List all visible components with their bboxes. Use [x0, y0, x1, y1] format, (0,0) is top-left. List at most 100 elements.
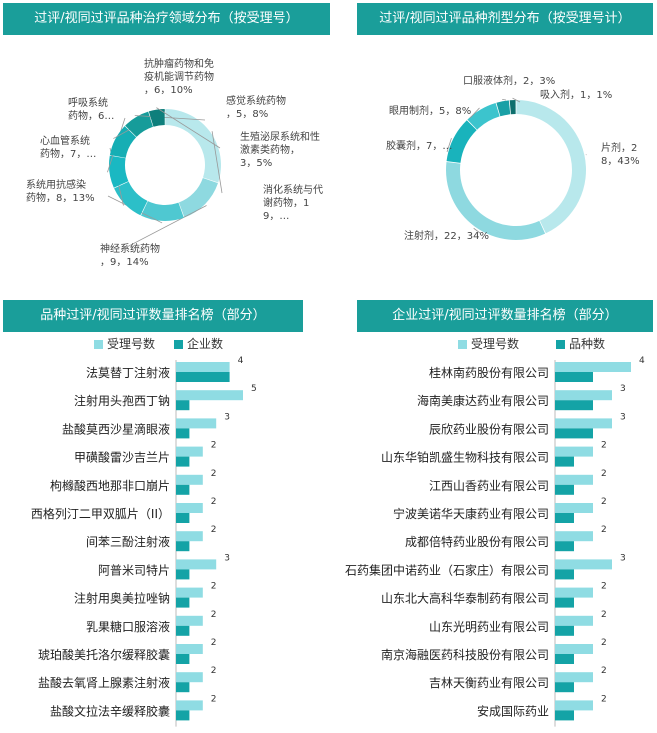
bar-series-2: [555, 625, 574, 636]
category-label: 乳果糖口服溶液: [86, 619, 170, 634]
data-label: 2: [211, 525, 217, 535]
slice-label: 系统用抗感染药物，8，13%: [26, 178, 95, 204]
category-label: 宁波美诺华天康药业有限公司: [393, 506, 549, 521]
slice-label: 生殖泌尿系统和性激素类药物， 3，5%: [240, 130, 320, 169]
pie-slice: [446, 161, 546, 240]
category-label: 山东光明药业有限公司: [429, 620, 549, 634]
pie-slice: [141, 201, 184, 221]
pie-slice: [467, 103, 500, 130]
chart-2-title: 过评/视同过评品种剂型分布（按受理号计）: [357, 3, 653, 35]
slice-label: 呼吸系统药物，6…: [68, 96, 114, 122]
leader-line: [156, 107, 221, 149]
slice-label: 片剂，2 8，43%: [601, 141, 640, 167]
bar-series-1: [555, 531, 593, 542]
legend-label: 受理号数: [107, 336, 155, 351]
pie-slice: [509, 100, 516, 115]
bar-series-2: [555, 597, 574, 608]
category-label: 盐酸去氧肾上腺素注射液: [38, 675, 170, 690]
bar-series-1: [555, 474, 593, 485]
category-label: 南京海融医药科技股份有限公司: [381, 647, 549, 662]
donut-chart-therapeutic-area: 消化系统与代谢药物，1 9，… 神经系统药物，9，14% 系统用抗感染药物，8，13%…: [26, 57, 323, 268]
bar-series-2: [555, 372, 593, 382]
data-label: 2: [601, 694, 607, 704]
slice-label: 抗肿瘤药物和免疫机能调节药物，6，10%: [144, 57, 214, 96]
data-label: 2: [211, 497, 217, 507]
bar-series-1: [176, 362, 230, 372]
legend-swatch: [556, 340, 565, 349]
data-label: 4: [639, 356, 645, 366]
category-label: 山东北大高科华泰制药有限公司: [381, 591, 549, 606]
data-label: 2: [601, 582, 607, 592]
data-label: 2: [211, 582, 217, 592]
category-label: 盐酸文拉法辛缓释胶囊: [50, 703, 170, 718]
bar-series-2: [555, 654, 574, 664]
bar-series-1: [176, 418, 217, 429]
data-label: 2: [601, 441, 607, 451]
bar-series-2: [176, 513, 190, 523]
bar-series-1: [555, 587, 593, 598]
category-label: 江西山香药业有限公司: [429, 479, 549, 493]
pie-slice: [446, 120, 477, 163]
bar-series-2: [176, 428, 190, 439]
bar-series-1: [176, 644, 203, 654]
bar-series-1: [176, 587, 203, 598]
data-label: 2: [601, 638, 607, 648]
bar-series-1: [555, 503, 593, 513]
bar-series-1: [555, 644, 593, 654]
pie-slice: [178, 177, 218, 218]
bar-series-1: [176, 615, 203, 626]
bar-series-2: [555, 400, 593, 411]
slice-label: 眼用制剂，5，8%: [389, 104, 471, 117]
bar-series-2: [176, 456, 190, 467]
category-label: 间苯三酚注射液: [86, 534, 170, 549]
data-label: 2: [601, 666, 607, 676]
bar-series-1: [555, 446, 593, 457]
data-label: 2: [601, 610, 607, 620]
bar-series-1: [555, 362, 631, 372]
bar-series-2: [555, 484, 574, 495]
bar-series-1: [555, 700, 593, 711]
chart-4-title: 企业过评/视同过评数量排名榜（部分）: [357, 300, 653, 332]
data-label: 2: [601, 525, 607, 535]
category-label: 注射用头孢西丁钠: [74, 393, 170, 408]
category-label: 甲磺酸雷沙吉兰片: [74, 450, 170, 465]
data-label: 3: [620, 553, 626, 563]
bar-series-2: [176, 569, 190, 580]
bar-series-1: [176, 503, 203, 513]
data-label: 2: [211, 469, 217, 479]
leader-line: [211, 131, 223, 194]
chart-1-title: 过评/视同过评品种治疗领域分布（按受理号）: [3, 3, 330, 35]
category-label: 辰欣药业股份有限公司: [429, 422, 549, 436]
data-label: 3: [620, 384, 626, 394]
data-label: 2: [601, 469, 607, 479]
bar-series-1: [176, 559, 217, 570]
bar-series-1: [555, 390, 612, 401]
bar-series-1: [555, 418, 612, 429]
bar-series-2: [176, 625, 190, 636]
slice-label: 胶囊剂，7，…: [386, 139, 452, 152]
legend-swatch: [174, 340, 183, 349]
donut-chart-dosage-form: 片剂，2 8，43% 注射剂，22，34% 胶囊剂，7，… 眼用制剂，5，8% 口服液体剂…: [386, 74, 640, 242]
bar-series-1: [176, 390, 243, 401]
category-label: 盐酸莫西沙星滴眼液: [62, 421, 170, 436]
legend-swatch: [94, 340, 103, 349]
bar-series-2: [555, 682, 574, 693]
legend-label: 企业数: [187, 336, 223, 351]
bar-series-1: [176, 531, 203, 542]
bar-series-1: [176, 672, 203, 683]
data-label: 4: [238, 356, 244, 366]
category-label: 海南美康达药业有限公司: [417, 393, 549, 408]
bar-series-1: [555, 672, 593, 683]
leader-line: [446, 137, 452, 153]
slice-label: 注射剂，22，34%: [404, 229, 489, 242]
bar-series-1: [176, 700, 203, 711]
slice-label: 吸入剂，1，1%: [540, 88, 612, 101]
data-label: 2: [211, 666, 217, 676]
bar-series-2: [176, 372, 230, 382]
bar-series-2: [555, 513, 574, 523]
data-label: 2: [211, 441, 217, 451]
data-label: 3: [224, 553, 230, 563]
data-label: 2: [601, 497, 607, 507]
leader-line: [512, 97, 521, 103]
